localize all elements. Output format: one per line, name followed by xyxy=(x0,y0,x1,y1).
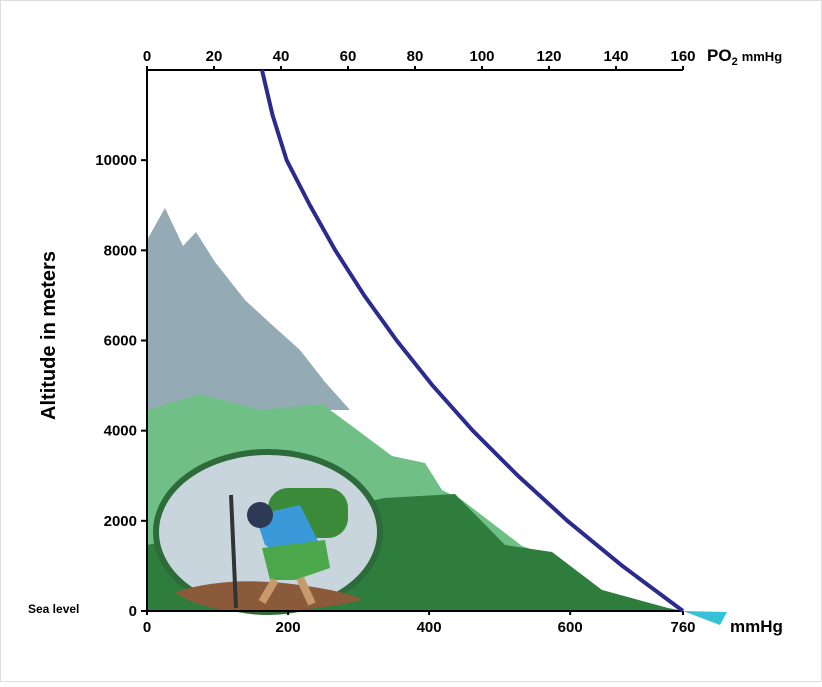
x-tick-label: 600 xyxy=(558,619,583,636)
y-tick-label: 0 xyxy=(129,603,137,620)
legs xyxy=(258,576,316,606)
y-axis-title: Altitude in meters xyxy=(38,251,60,420)
altitude-pressure-line xyxy=(260,69,685,613)
x2-tick-label: 100 xyxy=(469,48,494,65)
shorts xyxy=(262,540,330,580)
x2-tick-label: 40 xyxy=(273,48,290,65)
y-tick-label: 8000 xyxy=(104,242,137,259)
x2-tick-label: 20 xyxy=(206,48,223,65)
y-tick-label: 6000 xyxy=(104,333,137,350)
x2-tick-label: 80 xyxy=(407,48,424,65)
y-tick-label: 2000 xyxy=(104,513,137,530)
head xyxy=(247,502,273,528)
x2-axis-title-subscript: 2 xyxy=(732,56,738,68)
x2-tick-label: 120 xyxy=(536,48,561,65)
annotation: Sea level xyxy=(28,602,79,616)
x-tick-label: 760 xyxy=(670,619,695,636)
x2-axis-title-main: PO xyxy=(707,46,732,65)
x2-tick-label: 140 xyxy=(603,48,628,65)
x2-tick-label: 0 xyxy=(143,48,151,65)
walking-stick xyxy=(229,494,238,609)
x2-axis-title-unit: mmHg xyxy=(742,49,783,64)
y-tick-label: 4000 xyxy=(104,423,137,440)
mountain-peak xyxy=(147,208,350,410)
x2-tick-label: 160 xyxy=(670,48,695,65)
x-tick-label: 400 xyxy=(417,619,442,636)
x-tick-label: 200 xyxy=(276,619,301,636)
pointer xyxy=(683,611,727,625)
x2-axis-title: PO2 mmHg xyxy=(707,46,782,68)
illustration xyxy=(147,208,727,625)
x-tick-label: 0 xyxy=(143,619,151,636)
y-tick-label: 10000 xyxy=(95,152,137,169)
x2-tick-label: 60 xyxy=(340,48,357,65)
x-axis-title: mmHg xyxy=(730,617,783,636)
